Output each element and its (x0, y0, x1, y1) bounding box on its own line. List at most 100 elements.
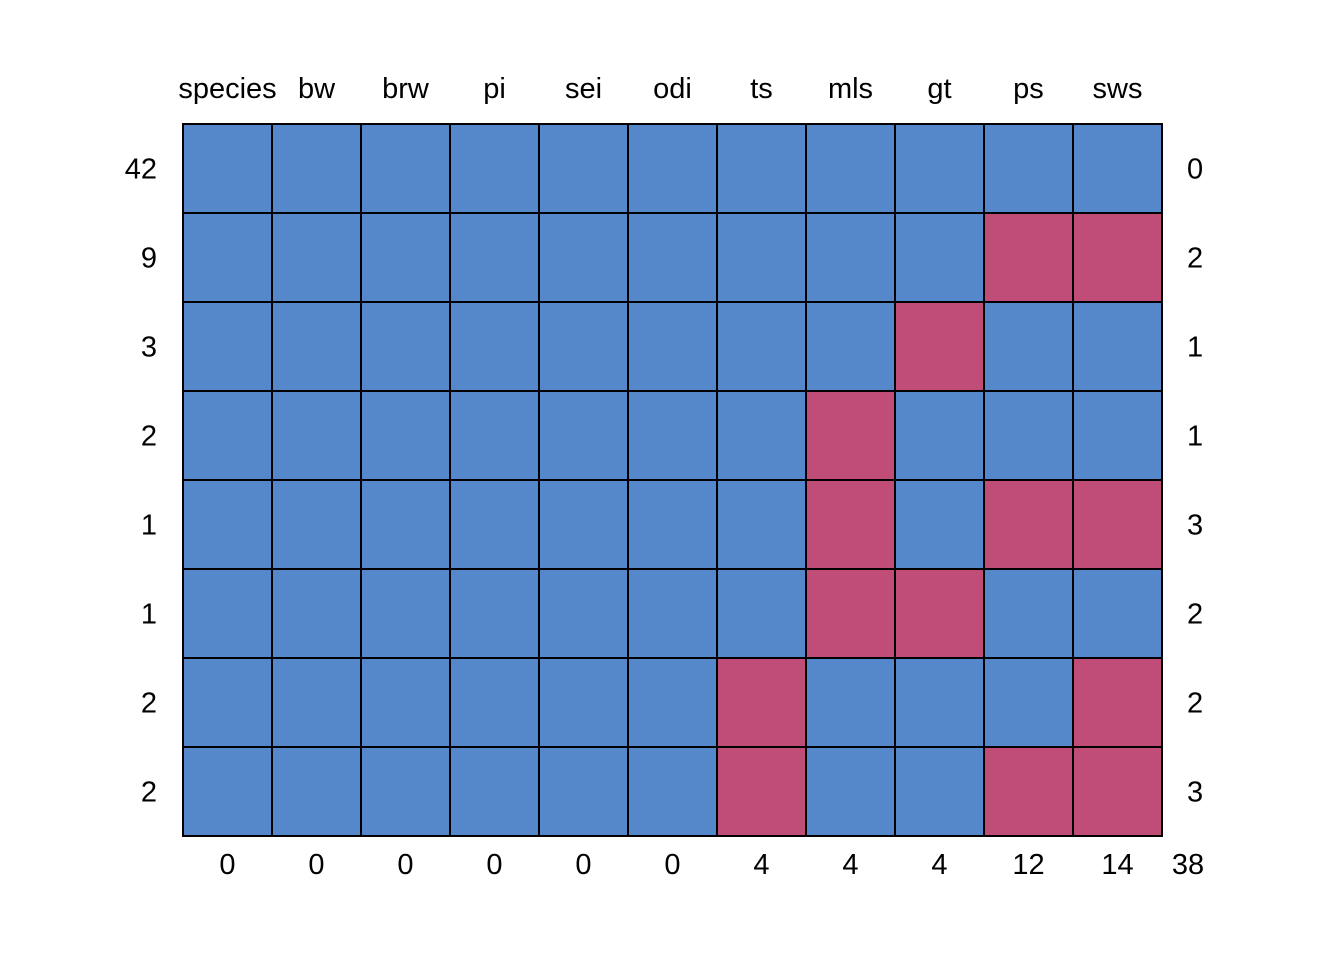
row-missing-2: 2 (1187, 243, 1203, 275)
cell-r3-ts-observed (716, 301, 807, 392)
column-label-ts: ts (750, 73, 773, 105)
column-missing-counts: 0 0 0 0 0 0 4 4 4 12 14 (219, 849, 1133, 881)
cell-r3-gt-missing (894, 301, 985, 392)
cell-r3-brw-observed (360, 301, 451, 392)
cell-r5-ps-missing (983, 479, 1074, 570)
cell-r8-ts-missing (716, 746, 807, 837)
column-missing-ts: 4 (753, 849, 769, 881)
cell-r6-mls-missing (805, 568, 896, 659)
cell-r4-sws-observed (1072, 390, 1163, 481)
cell-r6-sws-observed (1072, 568, 1163, 659)
cell-r8-mls-observed (805, 746, 896, 837)
cell-r2-sws-missing (1072, 212, 1163, 303)
cell-r8-sws-missing (1072, 746, 1163, 837)
cell-r5-bw-observed (271, 479, 362, 570)
cell-r8-ps-missing (983, 746, 1074, 837)
row-missing-3: 1 (1187, 332, 1203, 364)
column-missing-mls: 4 (842, 849, 858, 881)
cell-r6-brw-observed (360, 568, 451, 659)
cell-r8-pi-observed (449, 746, 540, 837)
column-label-odi: odi (653, 73, 692, 105)
cell-r7-bw-observed (271, 657, 362, 748)
row-missing-7: 2 (1187, 688, 1203, 720)
cell-r1-odi-observed (627, 123, 718, 214)
column-missing-ps: 12 (1012, 849, 1044, 881)
cell-r2-sei-observed (538, 212, 629, 303)
cell-r7-odi-observed (627, 657, 718, 748)
cell-r1-species-observed (182, 123, 273, 214)
cell-r4-brw-observed (360, 390, 451, 481)
column-label-mls: mls (828, 73, 873, 105)
cell-r4-gt-observed (894, 390, 985, 481)
cell-r8-gt-observed (894, 746, 985, 837)
cell-r1-bw-observed (271, 123, 362, 214)
cell-r4-ps-observed (983, 390, 1074, 481)
cell-r7-ps-observed (983, 657, 1074, 748)
cell-r6-ps-observed (983, 568, 1074, 659)
cell-r5-pi-observed (449, 479, 540, 570)
column-missing-pi: 0 (486, 849, 502, 881)
cell-r8-sei-observed (538, 746, 629, 837)
column-label-bw: bw (298, 73, 336, 105)
cell-r4-mls-missing (805, 390, 896, 481)
cell-r8-species-observed (182, 746, 273, 837)
cell-r2-bw-observed (271, 212, 362, 303)
row-count-2: 9 (141, 243, 157, 275)
total-missing-count: 38 (1172, 849, 1204, 881)
cell-r2-ps-missing (983, 212, 1074, 303)
cell-r4-species-observed (182, 390, 273, 481)
column-missing-sws: 14 (1101, 849, 1133, 881)
cell-r3-bw-observed (271, 301, 362, 392)
cell-r5-ts-observed (716, 479, 807, 570)
row-count-8: 2 (141, 777, 157, 809)
cell-r2-ts-observed (716, 212, 807, 303)
cell-r7-brw-observed (360, 657, 451, 748)
cell-r7-sei-observed (538, 657, 629, 748)
cell-r6-species-observed (182, 568, 273, 659)
row-count-5: 1 (141, 510, 157, 542)
row-count-1: 42 (125, 154, 157, 186)
column-missing-odi: 0 (664, 849, 680, 881)
cell-r5-mls-missing (805, 479, 896, 570)
row-count-6: 1 (141, 599, 157, 631)
pattern-grid (182, 123, 1163, 837)
column-missing-gt: 4 (931, 849, 947, 881)
column-missing-species: 0 (219, 849, 235, 881)
column-label-pi: pi (483, 73, 506, 105)
column-label-sei: sei (565, 73, 602, 105)
cell-r3-odi-observed (627, 301, 718, 392)
column-label-brw: brw (382, 73, 430, 105)
cell-r3-ps-observed (983, 301, 1074, 392)
cell-r1-gt-observed (894, 123, 985, 214)
cell-r7-species-observed (182, 657, 273, 748)
cell-r1-sei-observed (538, 123, 629, 214)
cell-r1-ps-observed (983, 123, 1074, 214)
row-count-3: 3 (141, 332, 157, 364)
row-missing-4: 1 (1187, 421, 1203, 453)
cell-r3-pi-observed (449, 301, 540, 392)
cell-r7-ts-missing (716, 657, 807, 748)
cell-r2-brw-observed (360, 212, 451, 303)
row-missing-5: 3 (1187, 510, 1203, 542)
cell-r7-mls-observed (805, 657, 896, 748)
column-missing-bw: 0 (308, 849, 324, 881)
column-labels: species bw brw pi sei odi ts mls gt ps sws (178, 73, 1142, 105)
cell-r1-brw-observed (360, 123, 451, 214)
cell-r6-sei-observed (538, 568, 629, 659)
cell-r8-odi-observed (627, 746, 718, 837)
column-label-sws: sws (1093, 73, 1143, 105)
cell-r1-mls-observed (805, 123, 896, 214)
row-missing-6: 2 (1187, 599, 1203, 631)
cell-r6-ts-observed (716, 568, 807, 659)
cell-r3-mls-observed (805, 301, 896, 392)
cell-r7-gt-observed (894, 657, 985, 748)
column-label-ps: ps (1013, 73, 1044, 105)
cell-r5-brw-observed (360, 479, 451, 570)
row-missing-1: 0 (1187, 154, 1203, 186)
cell-r2-mls-observed (805, 212, 896, 303)
cell-r5-sei-observed (538, 479, 629, 570)
cell-r4-ts-observed (716, 390, 807, 481)
cell-r5-odi-observed (627, 479, 718, 570)
cell-r5-species-observed (182, 479, 273, 570)
cell-r2-gt-observed (894, 212, 985, 303)
